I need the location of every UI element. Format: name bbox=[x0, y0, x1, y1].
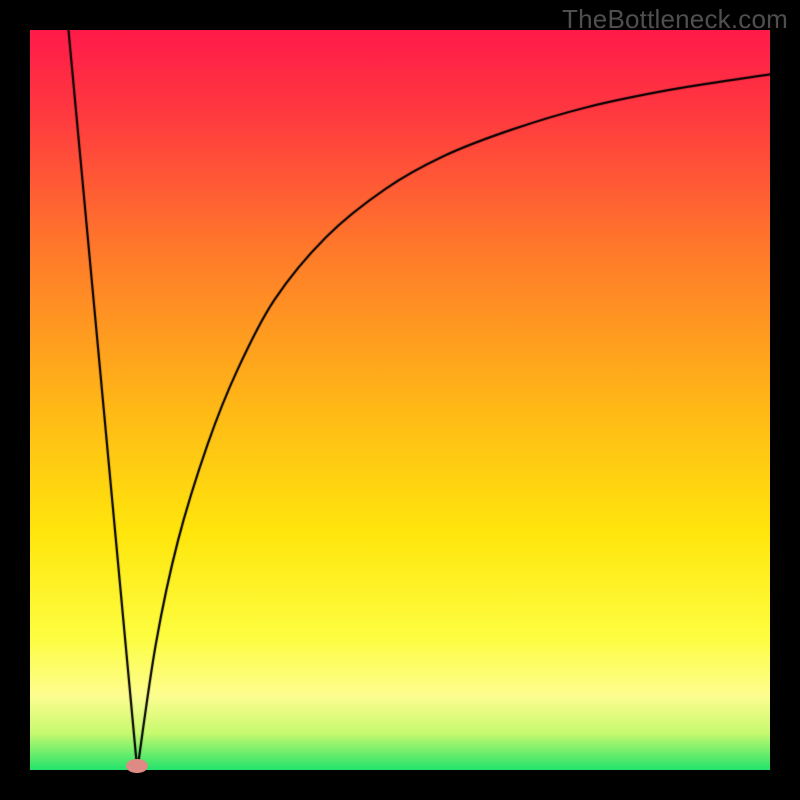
gradient-background bbox=[30, 30, 770, 770]
plot-area bbox=[30, 30, 770, 770]
chart-frame: TheBottleneck.com bbox=[0, 0, 800, 800]
optimum-marker bbox=[126, 759, 148, 773]
